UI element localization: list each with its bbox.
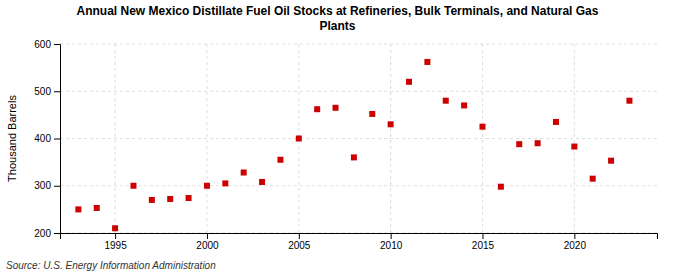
point bbox=[369, 111, 375, 117]
title-line: Annual New Mexico Distillate Fuel Oil St… bbox=[77, 4, 599, 18]
point bbox=[516, 141, 522, 147]
point bbox=[406, 79, 412, 85]
chart: Annual New Mexico Distillate Fuel Oil St… bbox=[0, 0, 675, 275]
point bbox=[167, 196, 173, 202]
point bbox=[351, 154, 357, 160]
grid-line-x bbox=[574, 44, 575, 233]
x-axis-tick-mark bbox=[574, 233, 575, 239]
y-axis-tick-mark bbox=[54, 139, 60, 140]
point bbox=[94, 205, 100, 211]
x-axis-tick: 2005 bbox=[288, 233, 311, 251]
y-axis-tick-mark bbox=[54, 44, 60, 45]
grid-line-y bbox=[60, 91, 657, 92]
y-axis-tick: 400 bbox=[34, 133, 60, 144]
plot: 1995 2000 2005 2010 2015 2020 200 300 400 500 600 bbox=[34, 39, 657, 251]
point bbox=[241, 170, 247, 176]
y-axis-tick-mark bbox=[54, 233, 60, 234]
y-axis-tick: 500 bbox=[34, 86, 60, 97]
y-axis-tick-mark bbox=[54, 91, 60, 92]
point bbox=[204, 183, 210, 189]
x-axis-tick-mark bbox=[391, 233, 392, 239]
grid bbox=[60, 44, 657, 233]
y-axis-title: Thousand Barrels bbox=[6, 95, 18, 182]
point bbox=[333, 105, 339, 111]
y-axis-line bbox=[54, 45, 61, 234]
point bbox=[277, 157, 283, 163]
x-axis-tick-mark bbox=[207, 233, 208, 239]
point bbox=[626, 98, 632, 104]
point bbox=[608, 158, 614, 164]
title: Annual New Mexico Distillate Fuel Oil St… bbox=[77, 4, 599, 33]
source-note: Source: U.S. Energy Information Administ… bbox=[6, 260, 216, 271]
points bbox=[75, 59, 632, 231]
point bbox=[571, 144, 577, 150]
point bbox=[443, 98, 449, 104]
x-axis-tick: 2020 bbox=[564, 233, 587, 251]
point bbox=[259, 179, 265, 185]
x-axis-tick-label: 2015 bbox=[472, 240, 495, 251]
y-axis-tick: 300 bbox=[34, 180, 60, 191]
title-line: Plants bbox=[319, 19, 355, 33]
x-axis-tick-mark bbox=[115, 233, 116, 239]
point bbox=[75, 206, 81, 212]
point bbox=[186, 195, 192, 201]
grid-line-y bbox=[60, 138, 657, 139]
point bbox=[388, 121, 394, 127]
y-axis-tick-label: 500 bbox=[34, 86, 51, 97]
point bbox=[498, 184, 504, 190]
point bbox=[535, 140, 541, 146]
x-axis-tick-label: 2000 bbox=[196, 240, 219, 251]
x-axis-tick: 2010 bbox=[380, 233, 403, 251]
x-axis-tick-label: 1995 bbox=[104, 240, 127, 251]
point bbox=[222, 180, 228, 186]
y-axis-tick: 600 bbox=[34, 39, 60, 50]
x-axis-tick: 2000 bbox=[196, 233, 219, 251]
x-axis-tick-label: 2010 bbox=[380, 240, 403, 251]
point bbox=[553, 119, 559, 125]
x-axis-tick-label: 2005 bbox=[288, 240, 311, 251]
x-axis-line bbox=[61, 234, 658, 240]
grid-line-y bbox=[60, 44, 657, 45]
y-axis-tick: 200 bbox=[34, 228, 60, 239]
x-axis-tick-mark bbox=[482, 233, 483, 239]
point bbox=[149, 197, 155, 203]
y-axis-tick-label: 400 bbox=[34, 133, 51, 144]
y-axis-tick-label: 200 bbox=[34, 228, 51, 239]
point bbox=[424, 59, 430, 65]
point bbox=[296, 136, 302, 142]
grid-line-y bbox=[60, 185, 657, 186]
y-axis-tick-label: 300 bbox=[34, 180, 51, 191]
x-axis: 1995 2000 2005 2010 2015 2020 bbox=[61, 233, 658, 251]
point bbox=[590, 176, 596, 182]
point bbox=[314, 106, 320, 112]
y-axis-tick-label: 600 bbox=[34, 39, 51, 50]
x-axis-tick: 1995 bbox=[104, 233, 127, 251]
point bbox=[479, 124, 485, 130]
point bbox=[112, 225, 118, 231]
point bbox=[130, 183, 136, 189]
y-axis-tick-mark bbox=[54, 186, 60, 187]
x-axis-tick-mark bbox=[299, 233, 300, 239]
point bbox=[461, 102, 467, 108]
x-axis-tick-label: 2020 bbox=[564, 240, 587, 251]
x-axis-tick: 2015 bbox=[472, 233, 495, 251]
y-axis: 200 300 400 500 600 bbox=[34, 39, 60, 239]
